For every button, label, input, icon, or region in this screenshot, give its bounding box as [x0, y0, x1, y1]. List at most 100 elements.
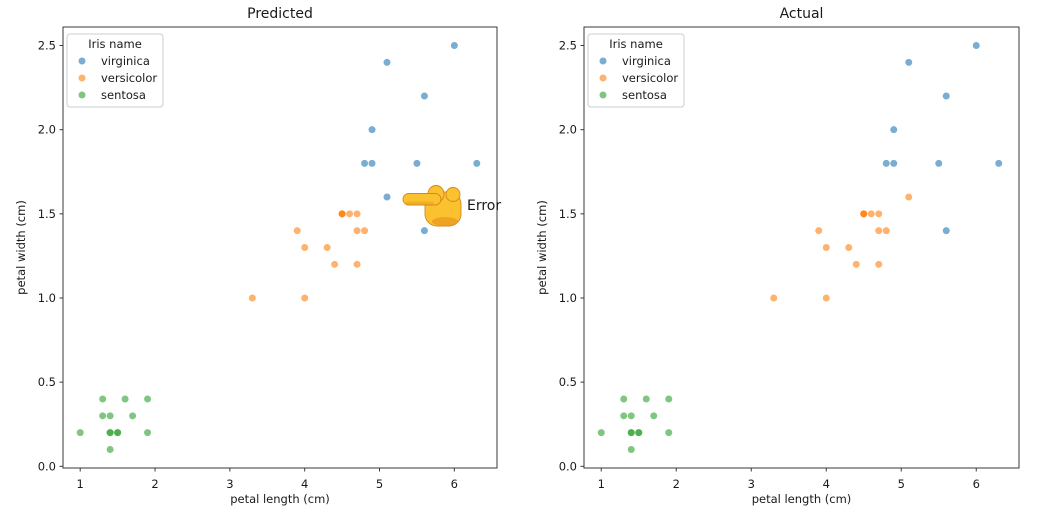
- error-annotation: Error: [402, 185, 501, 227]
- x-axis-label: petal length (cm): [752, 492, 852, 506]
- data-point-virginica: [361, 159, 369, 167]
- legend-box: [66, 33, 164, 108]
- data-point-virginica: [890, 126, 898, 134]
- data-point-versicolor: [353, 210, 361, 218]
- pointing-hand-icon: [402, 185, 462, 227]
- error-label: Error: [467, 198, 501, 214]
- data-point-versicolor: [301, 244, 309, 251]
- legend-title: Iris name: [88, 37, 142, 51]
- legend-marker-sentosa: [78, 91, 86, 99]
- plot-spines-actual: [583, 26, 1020, 469]
- data-point-versicolor: [905, 193, 913, 201]
- data-point-sentosa: [620, 412, 628, 420]
- data-point-virginica: [942, 227, 950, 235]
- legend-label-versicolor: versicolor: [622, 71, 678, 85]
- plot-title-predicted: Predicted: [247, 6, 313, 22]
- data-point-sentosa: [635, 429, 643, 437]
- data-point-sentosa: [129, 412, 137, 420]
- legend-label-sentosa: sentosa: [101, 88, 146, 102]
- data-point-versicolor: [323, 244, 331, 251]
- plot-spines-predicted: [62, 26, 498, 469]
- legend-marker-versicolor: [599, 74, 607, 82]
- x-tick-label: 6: [451, 477, 458, 491]
- legend-actual: Iris name virginica versicolor sentosa: [587, 33, 685, 108]
- x-tick-label: 4: [301, 477, 308, 491]
- x-tick-label: 3: [748, 477, 755, 491]
- data-point-sentosa: [627, 445, 635, 453]
- legend-marker-sentosa: [599, 91, 607, 99]
- data-point-sentosa: [144, 395, 152, 403]
- data-point-sentosa: [76, 429, 84, 437]
- y-tick-label: 2.5: [559, 39, 577, 53]
- data-point-versicolor: [815, 227, 823, 235]
- legend-predicted: Iris name virginica versicolor sentosa: [66, 33, 164, 108]
- x-tick-label: 4: [823, 477, 830, 491]
- data-point-sentosa: [627, 429, 635, 437]
- plot-panel-predicted: 1 2 3 4 5 6 0.0 0.5 1.0 1.5 2.0 2.5 petal length (cm…: [14, 6, 501, 506]
- data-point-versicolor: [301, 294, 309, 302]
- y-tick-label: 1.0: [38, 291, 56, 305]
- legend-label-virginica: virginica: [101, 54, 150, 68]
- legend-marker-virginica: [78, 57, 86, 65]
- y-axis-label: petal width (cm): [535, 200, 549, 295]
- data-point-virginica: [890, 159, 898, 167]
- data-point-sentosa: [106, 445, 114, 453]
- data-point-versicolor: [293, 227, 301, 235]
- data-point-virginica: [882, 159, 890, 167]
- data-point-versicolor: [248, 294, 256, 302]
- data-point-virginica: [368, 159, 376, 167]
- data-point-sentosa: [114, 429, 122, 437]
- data-point-sentosa: [106, 429, 114, 437]
- data-point-sentosa: [106, 412, 114, 420]
- data-point-versicolor: [875, 227, 883, 235]
- x-tick-label: 5: [898, 477, 905, 491]
- data-point-virginica: [383, 193, 391, 201]
- data-point-versicolor: [845, 244, 853, 251]
- data-point-sentosa: [121, 395, 129, 403]
- data-point-virginica: [413, 159, 421, 167]
- data-point-virginica: [942, 92, 950, 100]
- x-tick-label: 2: [673, 477, 680, 491]
- x-tick-label: 3: [226, 477, 233, 491]
- data-point-versicolor: [770, 294, 778, 302]
- y-tick-label: 0.5: [38, 375, 56, 389]
- data-point-sentosa: [665, 395, 673, 403]
- data-point-versicolor: [822, 294, 830, 302]
- data-point-sentosa: [627, 412, 635, 420]
- data-point-versicolor: [852, 260, 860, 268]
- data-point-sentosa: [597, 429, 605, 437]
- hand-shading: [432, 217, 459, 227]
- y-tick-label: 1.5: [559, 207, 577, 221]
- y-tick-label: 1.0: [559, 291, 577, 305]
- data-point-sentosa: [620, 395, 628, 403]
- data-point-sentosa: [665, 429, 673, 437]
- plot-title-actual: Actual: [780, 6, 824, 22]
- data-point-versicolor: [353, 227, 361, 235]
- y-tick-label: 2.0: [38, 123, 56, 137]
- data-point-sentosa: [99, 395, 107, 403]
- y-tick-label: 0.0: [559, 459, 577, 473]
- data-point-versicolor: [882, 227, 890, 235]
- hand-knuckle: [445, 187, 461, 202]
- data-point-versicolor: [361, 227, 369, 235]
- x-tick-label: 1: [598, 477, 605, 491]
- x-axis-label: petal length (cm): [230, 492, 330, 506]
- hand-finger-shading: [406, 201, 435, 205]
- data-point-versicolor: [331, 260, 339, 268]
- legend-box: [587, 33, 685, 108]
- data-point-versicolor: [860, 210, 868, 218]
- data-point-versicolor: [346, 210, 354, 218]
- legend-label-versicolor: versicolor: [101, 71, 157, 85]
- data-point-virginica: [972, 42, 980, 50]
- data-point-virginica: [935, 159, 943, 167]
- data-point-versicolor: [353, 260, 361, 268]
- x-tick-label: 5: [376, 477, 383, 491]
- data-point-versicolor: [875, 210, 883, 218]
- data-point-virginica: [905, 58, 913, 66]
- y-tick-label: 0.5: [559, 375, 577, 389]
- plot-panel-actual: 1 2 3 4 5 6 0.0 0.5 1.0 1.5 2.0 2.5 petal length (cm…: [535, 6, 1020, 506]
- data-point-virginica: [420, 92, 428, 100]
- data-point-versicolor: [867, 210, 875, 218]
- data-point-versicolor: [338, 210, 346, 218]
